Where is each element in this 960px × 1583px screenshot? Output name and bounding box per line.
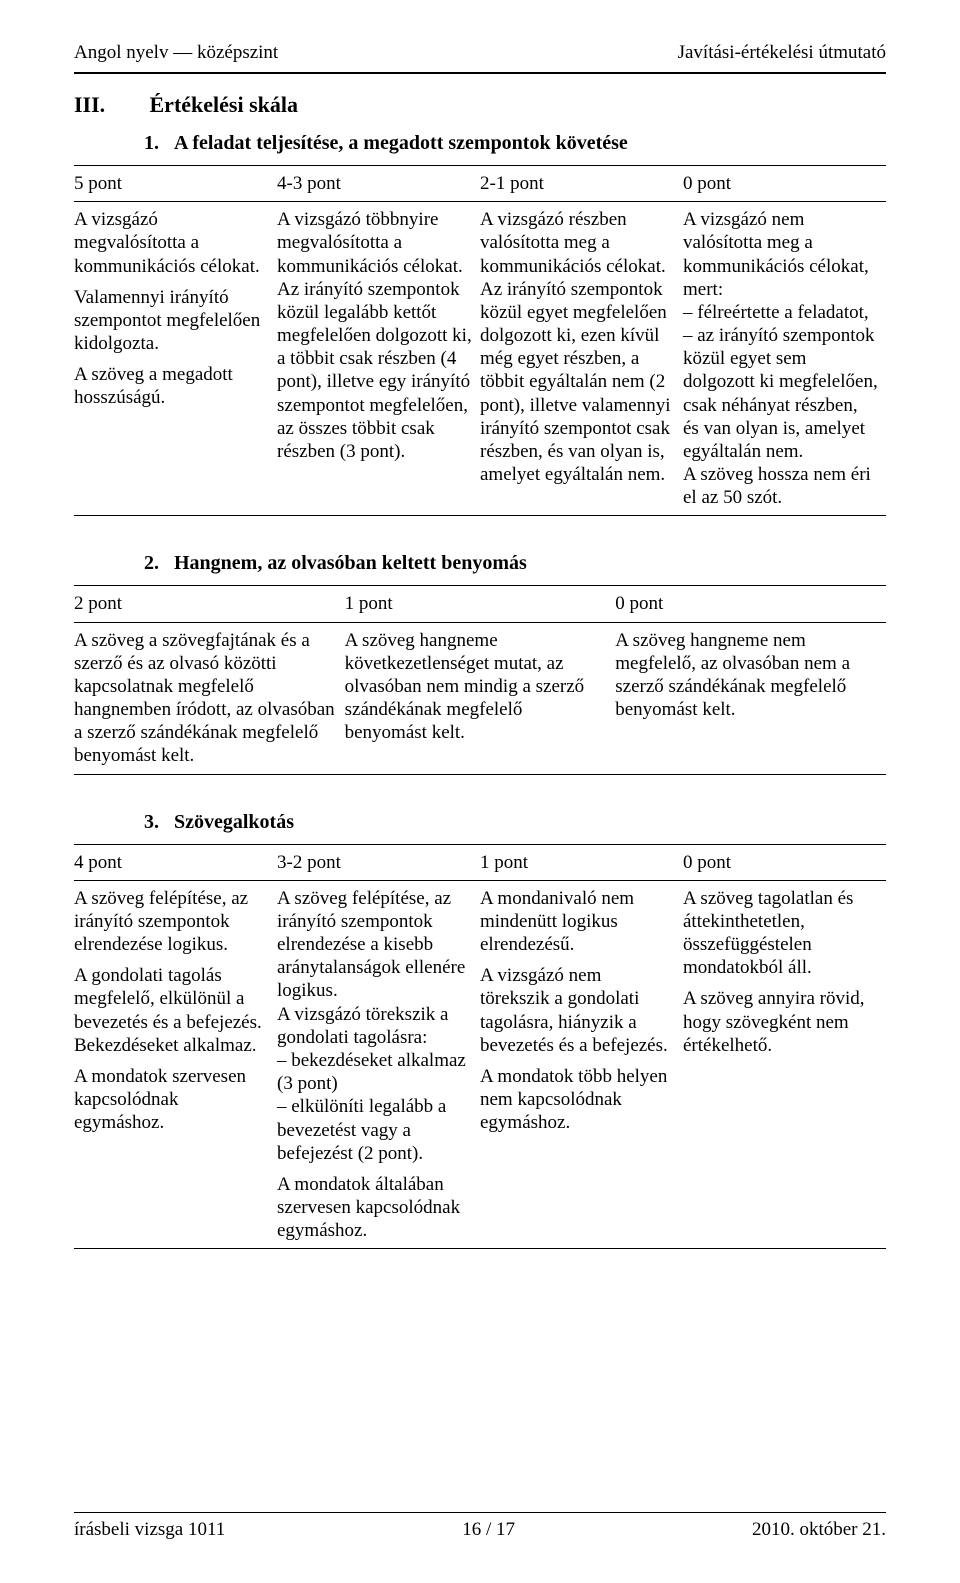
rubric1-bottom-rule (74, 515, 886, 516)
rubric1-h0: 5 pont (74, 170, 277, 197)
rubric2-h1: 1 pont (345, 590, 616, 617)
rubric2-c0: A szöveg a szövegfajtának és a szerző és… (74, 627, 345, 770)
rubric3-title: 3. Szövegalkotás (74, 811, 886, 834)
section-title: III. Értékelési skála (74, 92, 886, 118)
header-right: Javítási-értékelési útmutató (678, 42, 886, 64)
rubric1-c2: A vizsgázó részben valósította meg a kom… (480, 206, 683, 511)
rubric3-c1: A szöveg felépítése, az irányító szempon… (277, 885, 480, 1245)
rubric1-mid-rule (74, 201, 886, 202)
rubric2-h0: 2 pont (74, 590, 345, 617)
rubric2-bottom-rule (74, 774, 886, 775)
rubric1-top-rule (74, 165, 886, 166)
page-footer: írásbeli vizsga 1011 16 / 17 2010. októb… (74, 1512, 886, 1541)
rubric1-body: A vizsgázó megvalósította a kommunikáció… (74, 206, 886, 511)
rubric1-c1: A vizsgázó többnyire megvalósította a ko… (277, 206, 480, 511)
rubric1-h1: 4-3 pont (277, 170, 480, 197)
rubric3-num: 3. (144, 811, 159, 833)
section-roman: III. (74, 92, 144, 118)
footer-left: írásbeli vizsga 1011 (74, 1519, 225, 1541)
rubric2-h2: 0 pont (615, 590, 886, 617)
rubric2-text: Hangnem, az olvasóban keltett benyomás (174, 552, 527, 574)
header-left: Angol nyelv — középszint (74, 42, 278, 64)
rubric1-h2: 2-1 pont (480, 170, 683, 197)
rubric3-header-row: 4 pont 3-2 pont 1 pont 0 pont (74, 849, 886, 876)
rubric1-table-wrap: 5 pont 4-3 pont 2-1 pont 0 pont A vizsgá… (74, 165, 886, 516)
rubric3-c0: A szöveg felépítése, az irányító szempon… (74, 885, 277, 1245)
rubric1-title: 1. A feladat teljesítése, a megadott sze… (74, 132, 886, 155)
rubric2-header-row: 2 pont 1 pont 0 pont (74, 590, 886, 617)
rubric3-table: 4 pont 3-2 pont 1 pont 0 pont (74, 849, 886, 876)
rubric3-h2: 1 pont (480, 849, 683, 876)
rubric2-c2: A szöveg hangneme nem megfelelő, az olva… (615, 627, 886, 770)
header-rule (74, 72, 886, 74)
rubric3-body: A szöveg felépítése, az irányító szempon… (74, 885, 886, 1245)
rubric3-h3: 0 pont (683, 849, 886, 876)
rubric3-c2: A mondanivaló nem mindenütt logikus elre… (480, 885, 683, 1245)
page-header: Angol nyelv — középszint Javítási-értéke… (74, 42, 886, 64)
rubric1-text: A feladat teljesítése, a megadott szempo… (174, 132, 628, 154)
rubric2-mid-rule (74, 622, 886, 623)
rubric3-h0: 4 pont (74, 849, 277, 876)
rubric2-body-row: A szöveg a szövegfajtának és a szerző és… (74, 627, 886, 770)
rubric3-table-wrap: 4 pont 3-2 pont 1 pont 0 pont A szöveg f… (74, 844, 886, 1250)
footer-rule (74, 1512, 886, 1513)
rubric1-table: 5 pont 4-3 pont 2-1 pont 0 pont (74, 170, 886, 197)
footer-row: írásbeli vizsga 1011 16 / 17 2010. októb… (74, 1519, 886, 1541)
rubric2-table-wrap: 2 pont 1 pont 0 pont A szöveg a szövegfa… (74, 585, 886, 774)
page: Angol nyelv — középszint Javítási-értéke… (0, 0, 960, 1583)
footer-right: 2010. október 21. (752, 1519, 886, 1541)
rubric3-body-row: A szöveg felépítése, az irányító szempon… (74, 885, 886, 1245)
rubric1-header-row: 5 pont 4-3 pont 2-1 pont 0 pont (74, 170, 886, 197)
section-text: Értékelési skála (150, 92, 299, 117)
rubric2-body: A szöveg a szövegfajtának és a szerző és… (74, 627, 886, 770)
rubric2-num: 2. (144, 552, 159, 574)
rubric3-top-rule (74, 844, 886, 845)
rubric3-mid-rule (74, 880, 886, 881)
footer-center: 16 / 17 (462, 1519, 515, 1541)
rubric3-h1: 3-2 pont (277, 849, 480, 876)
rubric1-c0: A vizsgázó megvalósította a kommunikáció… (74, 206, 277, 511)
rubric3-c3: A szöveg tagolatlan és áttekinthetetlen,… (683, 885, 886, 1245)
rubric2-top-rule (74, 585, 886, 586)
rubric3-bottom-rule (74, 1248, 886, 1249)
rubric1-num: 1. (144, 132, 159, 154)
rubric1-h3: 0 pont (683, 170, 886, 197)
rubric2-title: 2. Hangnem, az olvasóban keltett benyomá… (74, 552, 886, 575)
rubric2-table: 2 pont 1 pont 0 pont (74, 590, 886, 617)
rubric2-c1: A szöveg hangneme következetlenséget mut… (345, 627, 616, 770)
rubric1-body-row: A vizsgázó megvalósította a kommunikáció… (74, 206, 886, 511)
rubric3-text: Szövegalkotás (174, 811, 294, 833)
rubric1-c3: A vizsgázó nem valósította meg a kommuni… (683, 206, 886, 511)
